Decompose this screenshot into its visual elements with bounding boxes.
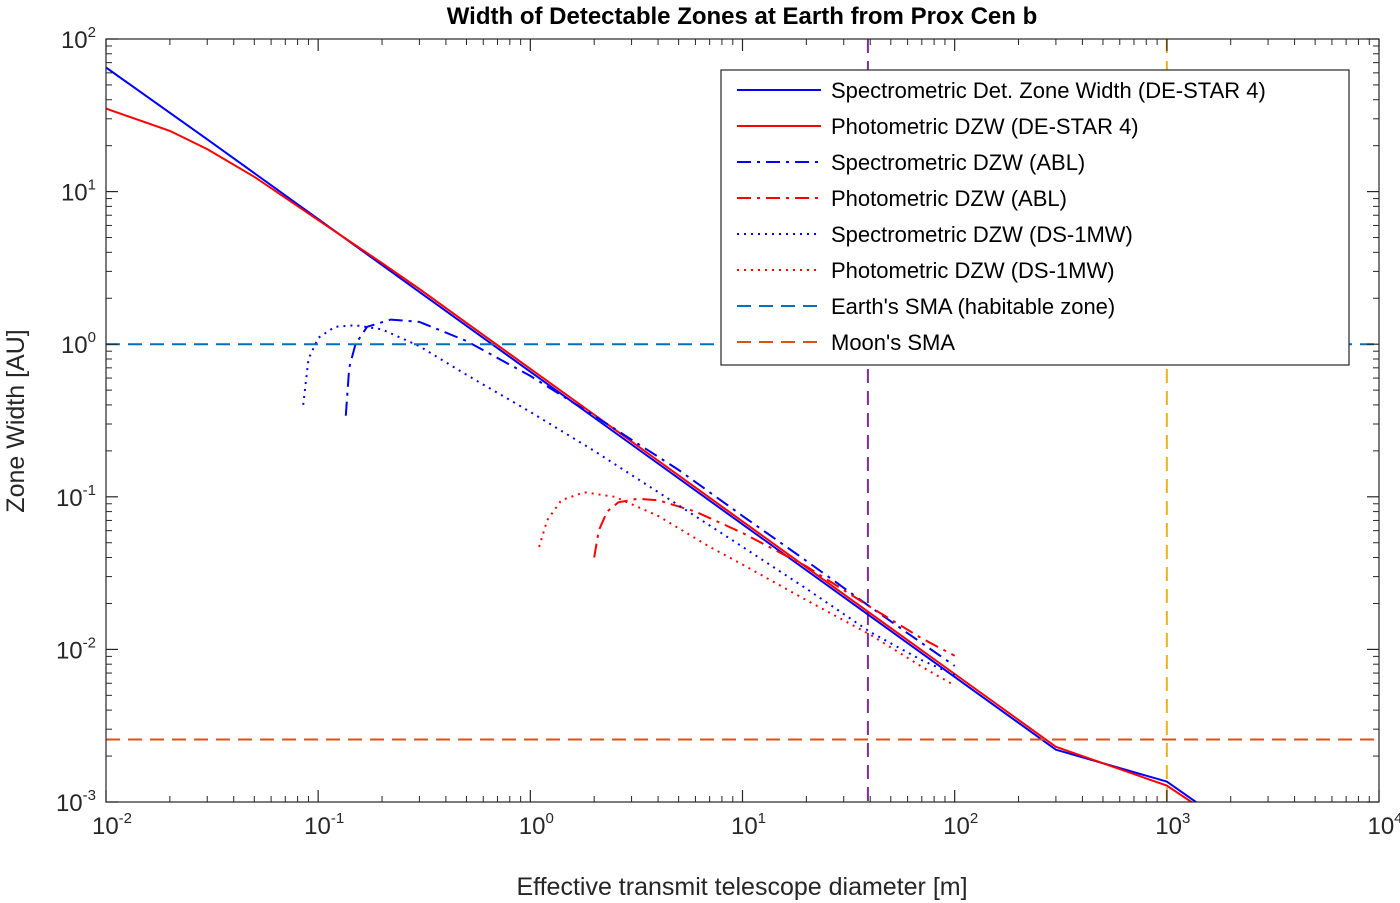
series-line-6 xyxy=(538,491,956,687)
y-tick-label-4: 100 xyxy=(61,329,96,359)
x-tick-label-5: 102 xyxy=(943,810,978,840)
series-line-5 xyxy=(302,324,956,676)
series-line-1 xyxy=(106,66,1198,802)
chart-title: Width of Detectable Zones at Earth from … xyxy=(447,3,1038,30)
y-tick-label-3: 10-1 xyxy=(56,482,96,512)
tick-layer: 10-2 10-1 100 101 102 103 10410-310-210-110010… xyxy=(56,24,1400,840)
legend-entry-7: Earth's SMA (habitable zone) xyxy=(831,294,1115,319)
series-line-4 xyxy=(593,497,956,657)
series-line-2 xyxy=(106,107,1194,802)
x-tick-label-2: 10-1 xyxy=(304,810,344,840)
y-tick-label-2: 10-2 xyxy=(56,634,96,664)
y-axis-label: Zone Width [AU] xyxy=(2,329,30,512)
legend-entry-3: Spectrometric DZW (ABL) xyxy=(831,150,1085,175)
y-tick-label-6: 102 xyxy=(61,24,96,54)
legend-entry-6: Photometric DZW (DS-1MW) xyxy=(831,258,1115,283)
x-tick-label-3: 100 xyxy=(519,810,554,840)
y-tick-label-1: 10-3 xyxy=(56,787,96,817)
x-axis-label: Effective transmit telescope diameter [m… xyxy=(516,873,967,901)
x-tick-label-7: 104 xyxy=(1367,810,1400,840)
legend-entry-1: Spectrometric Det. Zone Width (DE-STAR 4… xyxy=(831,78,1266,103)
legend-entry-8: Moon's SMA xyxy=(831,330,955,355)
series-line-3 xyxy=(344,318,956,667)
legend-entry-4: Photometric DZW (ABL) xyxy=(831,186,1067,211)
legend-entry-2: Photometric DZW (DE-STAR 4) xyxy=(831,114,1139,139)
x-tick-label-4: 101 xyxy=(731,810,766,840)
x-tick-label-1: 10-2 xyxy=(92,810,132,840)
legend: Spectrometric Det. Zone Width (DE-STAR 4… xyxy=(720,69,1350,366)
legend-entry-5: Spectrometric DZW (DS-1MW) xyxy=(831,222,1133,247)
x-tick-label-6: 103 xyxy=(1155,810,1190,840)
y-tick-label-5: 101 xyxy=(61,177,96,207)
legend-box xyxy=(720,69,1350,366)
